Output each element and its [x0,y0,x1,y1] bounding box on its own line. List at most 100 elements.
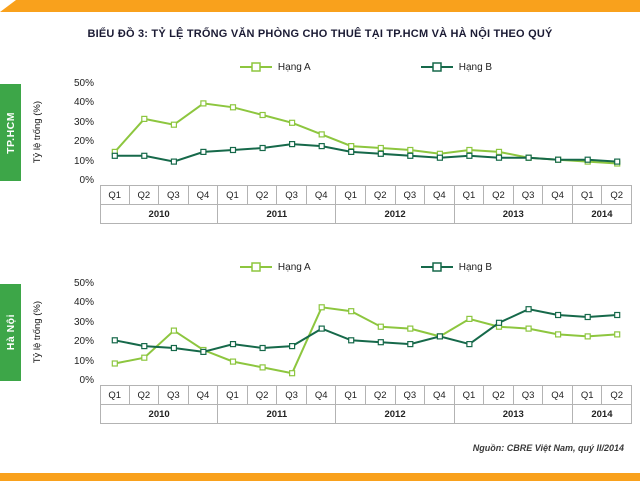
data-point-marker [407,325,414,332]
legend-marker-icon [420,262,453,272]
data-point-marker [141,115,148,123]
data-point-marker [466,152,473,159]
x-tick-year: 2013 [454,205,573,224]
bottom-accent-bar [0,473,640,481]
data-point-marker [170,158,178,165]
x-tick-year: 2014 [572,405,632,424]
data-point-marker [259,111,266,119]
data-point-marker [200,348,207,356]
region-label: Hà Nội [4,314,17,351]
legend-marker-icon [239,262,272,272]
data-point-marker [289,342,296,350]
x-tick-quarter: Q4 [425,385,455,405]
data-point-marker [318,304,325,311]
x-tick-quarter: Q4 [543,185,573,205]
data-point-marker [348,148,355,156]
y-tick-label: 40% [73,97,94,109]
x-tick-quarter: Q4 [306,385,337,405]
x-tick-quarter: Q4 [188,385,219,405]
data-point-marker [466,315,473,323]
y-axis-title: Tỷ lệ trống (%) [31,301,43,364]
data-point-marker [200,100,207,107]
x-tick-quarter: Q3 [513,385,544,405]
y-tick-label: 40% [73,297,94,309]
data-point-marker [170,344,178,352]
series-line [114,102,618,165]
legend-label: Hạng B [458,261,493,273]
x-tick-quarter: Q3 [159,185,189,205]
data-point-marker [495,319,503,326]
x-tick-year: 2010 [100,405,219,424]
y-tick-label: 0% [79,375,94,386]
data-point-marker [229,340,237,348]
legend-item: Hạng B [420,261,493,273]
x-tick-quarter: Q2 [129,185,160,205]
data-point-marker [111,337,118,344]
data-point-marker [200,148,207,156]
x-tick-quarter: Q1 [572,185,603,205]
legend: Hạng A Hạng B [100,58,632,76]
y-tick-label: 20% [73,136,94,148]
x-tick-quarter: Q1 [218,385,248,405]
x-tick-quarter: Q3 [159,385,189,405]
data-point-marker [318,142,325,150]
data-point-marker [407,340,414,348]
plot-svg [111,100,621,167]
data-point-marker [289,119,296,126]
x-tick-quarter: Q2 [247,385,278,405]
legend-item: Hạng A [239,262,311,273]
data-point-marker [318,131,325,138]
quarter-row: Q1 Q2 Q3 Q4 Q1 Q2 Q3 Q4 Q1 Q2 Q3 Q4 Q1 Q2 Q3 Q4 Q1 Q2 [100,185,632,205]
x-tick-quarter: Q2 [365,185,396,205]
x-tick-quarter: Q1 [454,385,485,405]
data-point-marker [229,104,237,111]
y-tick-label: 20% [73,336,94,348]
data-point-marker [495,148,503,156]
data-point-marker [614,311,621,319]
data-point-marker [377,150,384,157]
data-point-marker [289,370,296,377]
y-ticks: 0% 10% 20% 30% 40% 50% [56,278,96,386]
data-point-marker [259,344,266,352]
data-point-marker [555,156,562,163]
data-point-marker [584,313,591,321]
plot-svg [111,304,621,377]
data-point-marker [259,364,266,371]
source-note: Nguồn: CBRE Việt Nam, quý II/2014 [472,443,624,453]
legend-item: Hạng B [420,62,492,73]
chart-title: BIỂU ĐỒ 3: TỶ LỆ TRỐNG VĂN PHÒNG CHO THU… [87,28,553,40]
data-point-marker [229,358,237,365]
legend: Hạng A Hạng B [100,258,632,276]
data-point-marker [466,340,473,348]
data-point-marker [141,152,148,159]
x-tick-quarter: Q2 [365,385,396,405]
x-tick-quarter: Q4 [188,185,219,205]
plot-area [100,84,632,181]
data-point-marker [466,146,473,154]
data-point-marker [377,323,384,330]
x-tick-year: 2014 [572,205,632,224]
year-row: 2010 2011 2012 2013 2014 [100,405,632,424]
data-point-marker [348,337,355,344]
data-point-marker [229,146,237,154]
x-tick-year: 2011 [218,405,337,424]
legend-label: Hạng A [277,61,311,73]
data-point-marker [525,325,532,332]
data-point-marker [555,311,562,319]
x-tick-quarter: Q1 [100,385,130,405]
data-point-marker [614,158,621,165]
top-accent-bar [0,0,640,12]
x-tick-quarter: Q1 [572,385,603,405]
data-point-marker [111,152,118,159]
x-tick-year: 2011 [218,205,337,224]
year-row: 2010 2011 2012 2013 2014 [100,205,632,224]
chart-tphcm: Hạng A Hạng B TP.HCM Tỷ lệ trống (%) 0% 10… [0,56,640,226]
x-tick-quarter: Q4 [543,385,573,405]
x-tick-quarter: Q4 [306,185,337,205]
data-point-marker [170,327,178,334]
series-line [114,308,618,353]
data-point-marker [436,333,443,340]
data-point-marker [318,325,325,332]
x-tick-quarter: Q3 [395,185,426,205]
data-point-marker [584,333,591,340]
